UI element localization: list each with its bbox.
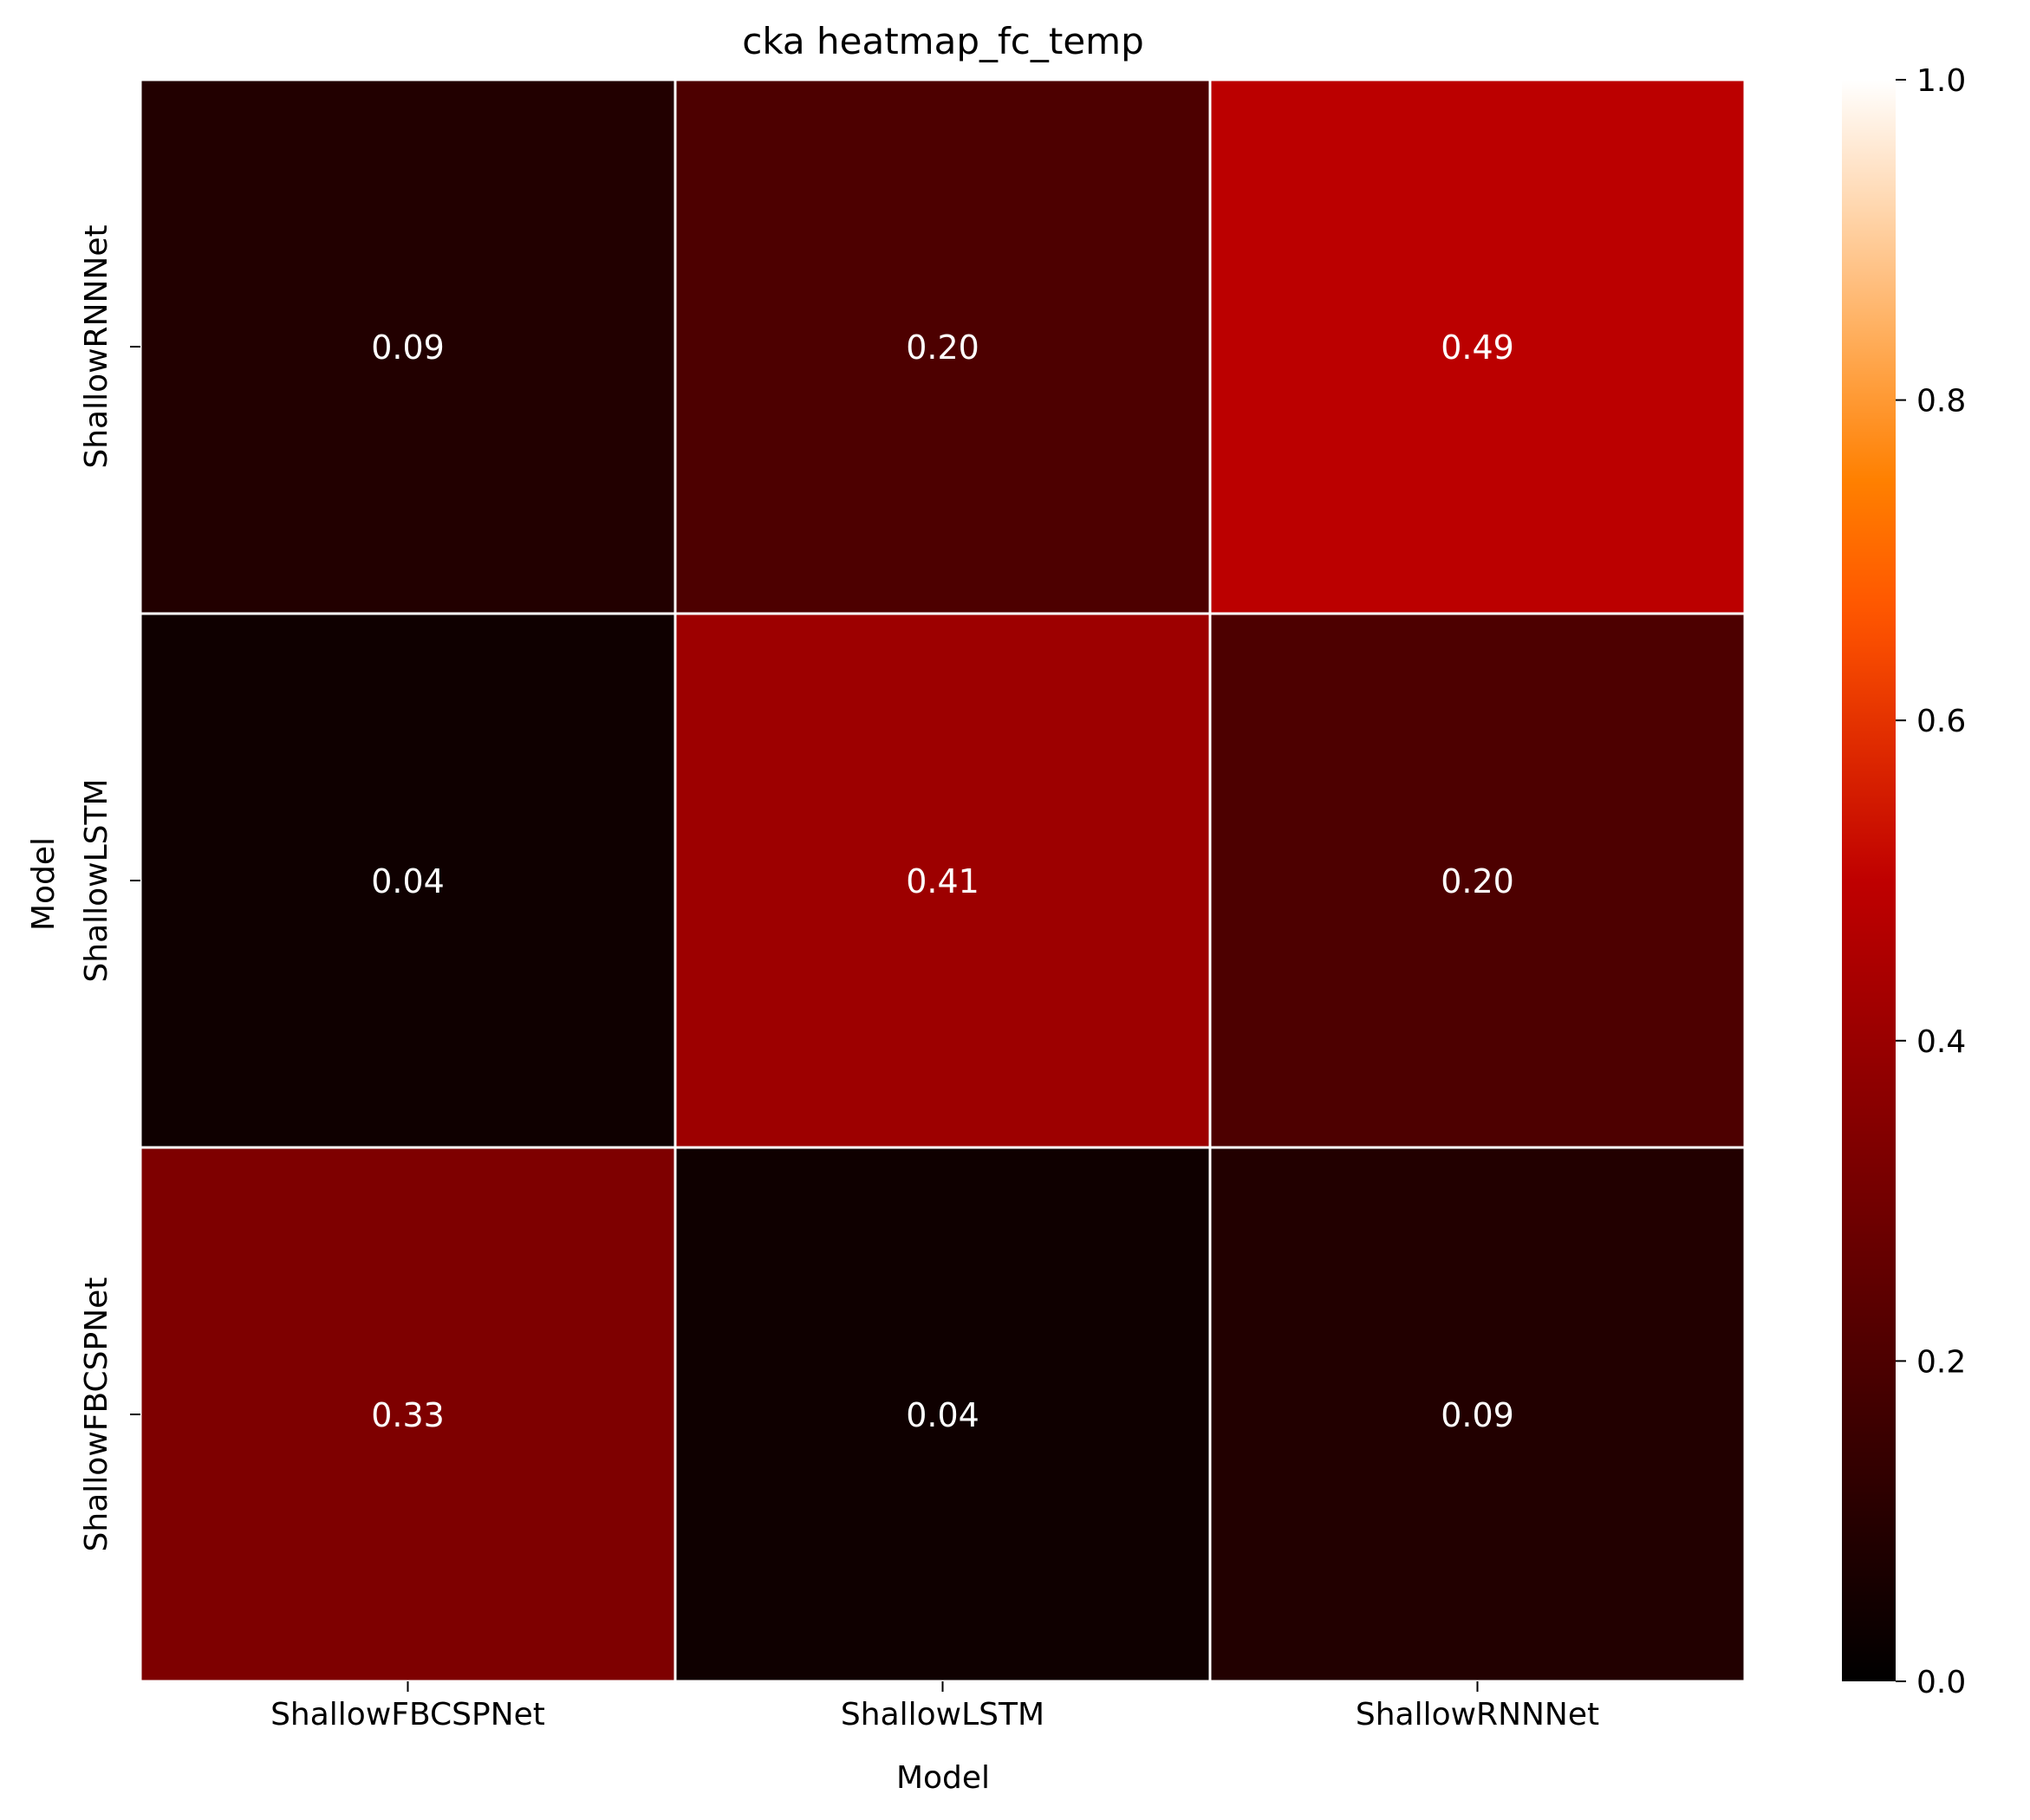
cell-value-r2-c1: 0.04 — [906, 1396, 979, 1434]
heatmap-cell-r2-c0 — [139, 1146, 677, 1683]
cell-value-r0-c1: 0.20 — [906, 328, 979, 367]
colorbar-tick-label-2: 0.4 — [1916, 1024, 1966, 1060]
chart-title: cka heatmap_fc_temp — [742, 20, 1144, 62]
colorbar — [1842, 80, 1896, 1681]
cell-value-r1-c0: 0.04 — [371, 862, 445, 900]
cell-value-r0-c0: 0.09 — [371, 328, 445, 367]
y-tick-label-0: ShallowRNNNet — [79, 224, 114, 468]
colorbar-tick-label-0: 0.0 — [1916, 1665, 1966, 1700]
x-tick-label-2: ShallowRNNNet — [1356, 1697, 1599, 1732]
heatmap-cell-r2-c1 — [673, 1146, 1212, 1683]
x-tick-label-1: ShallowLSTM — [841, 1697, 1044, 1732]
colorbar-ticks: 0.0 0.2 0.4 0.6 0.8 1.0 — [1896, 63, 1966, 1700]
cell-value-r0-c2: 0.49 — [1441, 328, 1514, 367]
y-tick-label-1: ShallowLSTM — [79, 778, 114, 982]
x-axis-label: Model — [896, 1760, 990, 1796]
cell-value-r2-c2: 0.09 — [1441, 1396, 1514, 1434]
x-tick-label-0: ShallowFBCSPNet — [270, 1697, 545, 1732]
cell-value-r1-c2: 0.20 — [1441, 862, 1514, 900]
heatmap-cell-r1-c1 — [673, 612, 1212, 1149]
heatmap-cell-r1-c0 — [139, 612, 677, 1149]
heatmap-cells — [139, 78, 1747, 1683]
colorbar-tick-label-3: 0.6 — [1916, 704, 1966, 739]
x-axis-ticks: ShallowFBCSPNet ShallowLSTM ShallowRNNNet — [270, 1681, 1599, 1732]
y-axis-ticks: ShallowRNNNet ShallowLSTM ShallowFBCSPNet — [79, 224, 140, 1551]
cell-annotations: 0.09 0.20 0.49 0.04 0.41 0.20 0.33 0.04 0.09 — [371, 328, 1514, 1434]
y-tick-label-2: ShallowFBCSPNet — [79, 1277, 114, 1552]
heatmap-cell-r0-c0 — [139, 78, 677, 615]
cell-value-r2-c0: 0.33 — [371, 1396, 445, 1434]
colorbar-tick-label-1: 0.2 — [1916, 1344, 1966, 1380]
heatmap-cell-r1-c2 — [1208, 612, 1747, 1149]
heatmap-cell-r0-c2 — [1208, 78, 1747, 615]
colorbar-tick-label-5: 1.0 — [1916, 63, 1966, 99]
heatmap-cell-r0-c1 — [673, 78, 1212, 615]
y-axis-label: Model — [26, 837, 62, 931]
cell-value-r1-c1: 0.41 — [906, 862, 979, 900]
colorbar-tick-label-4: 0.8 — [1916, 384, 1966, 419]
